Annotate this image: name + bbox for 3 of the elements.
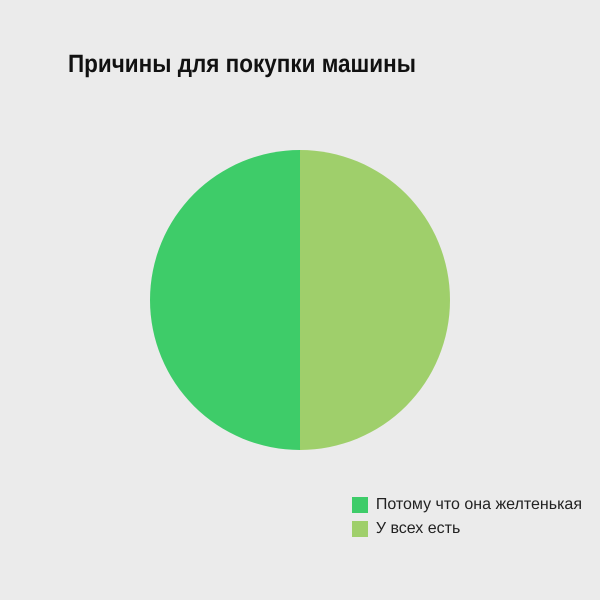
legend-label: Потому что она желтенькая (376, 496, 582, 514)
legend-label: У всех есть (376, 520, 460, 538)
chart-title: Причины для покупки машины (68, 50, 416, 79)
